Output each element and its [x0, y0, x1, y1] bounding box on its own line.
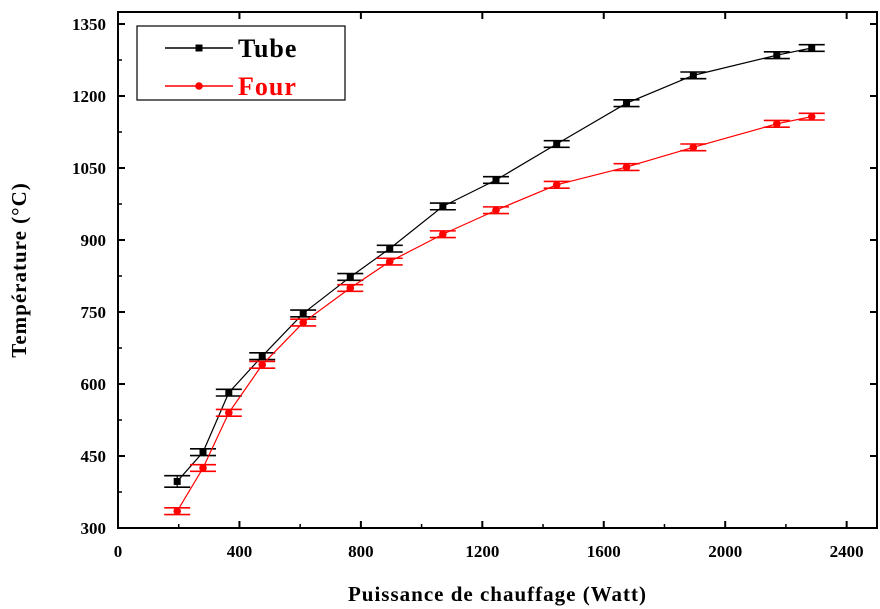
- y-axis-title: Température (°C): [7, 182, 31, 357]
- data-point: [773, 120, 781, 128]
- legend-label: Tube: [238, 34, 297, 63]
- x-axis-title: Puissance de chauffage (Watt): [348, 582, 647, 606]
- legend-item-four: Four: [165, 72, 297, 101]
- data-point: [439, 230, 447, 239]
- data-point: [492, 176, 500, 184]
- data-point: [225, 409, 233, 417]
- data-point: [173, 477, 181, 485]
- data-point: [258, 361, 267, 369]
- legend-label: Four: [238, 72, 297, 101]
- x-axis: 0 400 800 1200 1600 2000 2400: [114, 12, 864, 561]
- data-point: [689, 71, 697, 79]
- x-tick-label: 1200: [465, 542, 499, 561]
- plot-frame: [117, 11, 878, 529]
- data-point: [623, 99, 631, 107]
- x-tick-label: 400: [227, 542, 253, 561]
- legend-marker: [195, 44, 203, 52]
- data-point: [346, 284, 355, 292]
- data-point: [807, 112, 816, 121]
- data-point: [492, 206, 500, 215]
- series-line: [176, 47, 812, 482]
- data-point: [258, 352, 266, 360]
- legend: Tube Four: [136, 25, 346, 101]
- data-point: [439, 202, 447, 210]
- y-tick-label: 1350: [72, 15, 106, 34]
- y-tick-label: 900: [81, 231, 107, 250]
- x-tick-label: 1600: [587, 542, 621, 561]
- x-tick-label: 800: [348, 542, 374, 561]
- x-tick-label: 2400: [830, 542, 864, 561]
- data-point: [689, 143, 698, 152]
- data-point: [225, 389, 233, 397]
- data-point: [385, 257, 394, 266]
- data-point: [199, 448, 207, 456]
- data-point: [773, 51, 781, 59]
- series-four: [164, 112, 825, 516]
- legend-item-tube: Tube: [165, 34, 297, 63]
- y-axis: 300 450 600 750 900 1050 1200 1350: [72, 15, 877, 538]
- data-point: [808, 44, 816, 52]
- y-tick-label: 300: [81, 519, 107, 538]
- data-point: [553, 140, 561, 148]
- data-point: [346, 273, 354, 281]
- x-tick-label: 2000: [708, 542, 742, 561]
- x-tick-label: 0: [114, 542, 123, 561]
- legend-box: [136, 25, 346, 101]
- plot-area: [117, 11, 878, 529]
- data-point: [173, 507, 182, 515]
- y-tick-label: 450: [81, 447, 107, 466]
- y-tick-label: 750: [81, 303, 107, 322]
- series-tube: [164, 43, 825, 489]
- data-point: [199, 464, 207, 472]
- y-tick-label: 600: [81, 375, 107, 394]
- series-line: [176, 116, 812, 512]
- y-tick-label: 1050: [72, 159, 106, 178]
- data-point: [299, 318, 307, 327]
- legend-marker: [195, 82, 203, 90]
- data-point: [552, 181, 561, 189]
- data-point: [299, 309, 307, 317]
- data-point: [386, 245, 394, 253]
- data-point: [622, 163, 631, 171]
- y-tick-label: 1200: [72, 87, 106, 106]
